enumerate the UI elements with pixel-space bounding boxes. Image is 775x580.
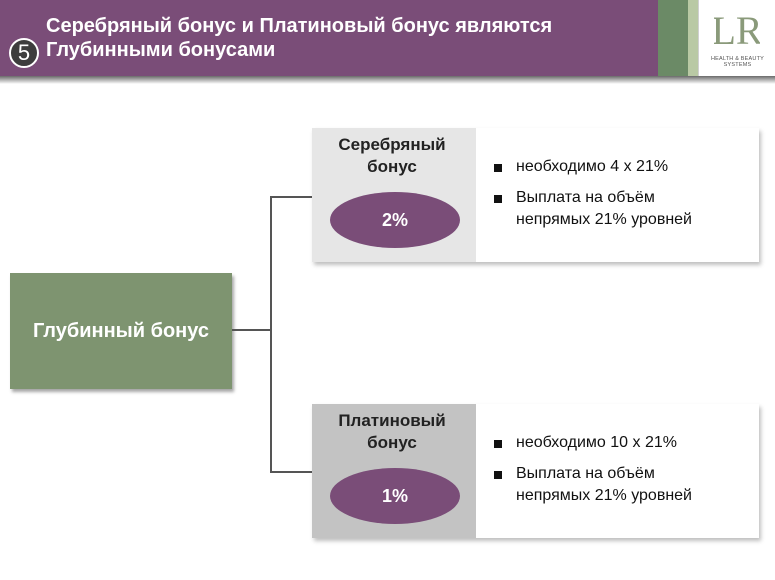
square-bullet-icon bbox=[494, 164, 502, 172]
platinum-bonus-title-line-1: Платиновый bbox=[338, 411, 446, 430]
connector-vertical bbox=[270, 196, 272, 473]
platinum-bonus-conditions: необходимо 10 х 21% Выплата на объём неп… bbox=[494, 432, 754, 516]
platinum-bonus-condition-2: Выплата на объём непрямых 21% уровней bbox=[494, 463, 754, 507]
logo-panel bbox=[698, 0, 775, 76]
slide-title: Серебряный бонус и Платиновый бонус явля… bbox=[46, 14, 646, 62]
silver-bonus-title: Серебряный бонус bbox=[312, 134, 472, 178]
silver-bonus-title-line-1: Серебряный bbox=[338, 135, 446, 154]
silver-bonus-condition-1: необходимо 4 х 21% bbox=[494, 156, 754, 178]
platinum-bonus-title-line-2: бонус bbox=[367, 433, 417, 452]
silver-condition-1-line-1: необходимо 4 х 21% bbox=[516, 158, 669, 175]
silver-bonus-condition-2: Выплата на объём непрямых 21% уровней bbox=[494, 187, 754, 231]
square-bullet-icon bbox=[494, 440, 502, 448]
header-shadow bbox=[0, 76, 775, 84]
logo-tagline-line-1: HEALTH & BEAUTY bbox=[710, 56, 765, 62]
header-stripe-green bbox=[658, 0, 688, 76]
connector-platinum bbox=[270, 471, 312, 473]
platinum-bonus-title: Платиновый бонус bbox=[312, 410, 472, 454]
silver-bonus-panel: Серебряный бонус 2% необходимо 4 х 21% В… bbox=[312, 128, 759, 262]
platinum-bonus-panel: Платиновый бонус 1% необходимо 10 х 21% … bbox=[312, 404, 759, 538]
platinum-condition-1-line-1: необходимо 10 х 21% bbox=[516, 434, 677, 451]
silver-bonus-header: Серебряный бонус 2% bbox=[312, 128, 476, 262]
root-node-label: Глубинный бонус bbox=[32, 319, 210, 342]
title-bar: Серебряный бонус и Платиновый бонус явля… bbox=[0, 0, 658, 76]
platinum-condition-2-line-2: непрямых 21% уровней bbox=[516, 487, 692, 504]
platinum-bonus-percent: 1% bbox=[381, 485, 408, 506]
step-number-badge: 5 bbox=[9, 38, 39, 68]
logo-tagline-line-2: SYSTEMS bbox=[723, 62, 752, 68]
platinum-bonus-percent-ellipse: 1% bbox=[330, 468, 460, 524]
slide-title-line-2: Глубинными бонусами bbox=[46, 39, 276, 61]
connector-silver bbox=[270, 196, 312, 198]
header-stripe-light-green bbox=[688, 0, 698, 76]
silver-bonus-percent-ellipse: 2% bbox=[330, 192, 460, 248]
logo-tagline: HEALTH & BEAUTY SYSTEMS bbox=[700, 56, 775, 68]
square-bullet-icon bbox=[494, 195, 502, 203]
platinum-condition-2-line-1: Выплата на объём bbox=[516, 465, 655, 482]
silver-bonus-percent: 2% bbox=[381, 209, 408, 230]
platinum-bonus-condition-1: необходимо 10 х 21% bbox=[494, 432, 754, 454]
lr-logo-icon: LR bbox=[714, 8, 760, 52]
slide-title-line-1: Серебряный бонус и Платиновый бонус явля… bbox=[46, 15, 553, 37]
silver-bonus-title-line-2: бонус bbox=[367, 157, 417, 176]
connector-root bbox=[232, 329, 272, 331]
lr-logo-letters: LR bbox=[714, 8, 760, 52]
square-bullet-icon bbox=[494, 471, 502, 479]
silver-condition-2-line-1: Выплата на объём bbox=[516, 189, 655, 206]
silver-bonus-conditions: необходимо 4 х 21% Выплата на объём непр… bbox=[494, 156, 754, 240]
root-node-depth-bonus: Глубинный бонус bbox=[10, 273, 232, 389]
platinum-bonus-header: Платиновый бонус 1% bbox=[312, 404, 476, 538]
silver-condition-2-line-2: непрямых 21% уровней bbox=[516, 211, 692, 228]
